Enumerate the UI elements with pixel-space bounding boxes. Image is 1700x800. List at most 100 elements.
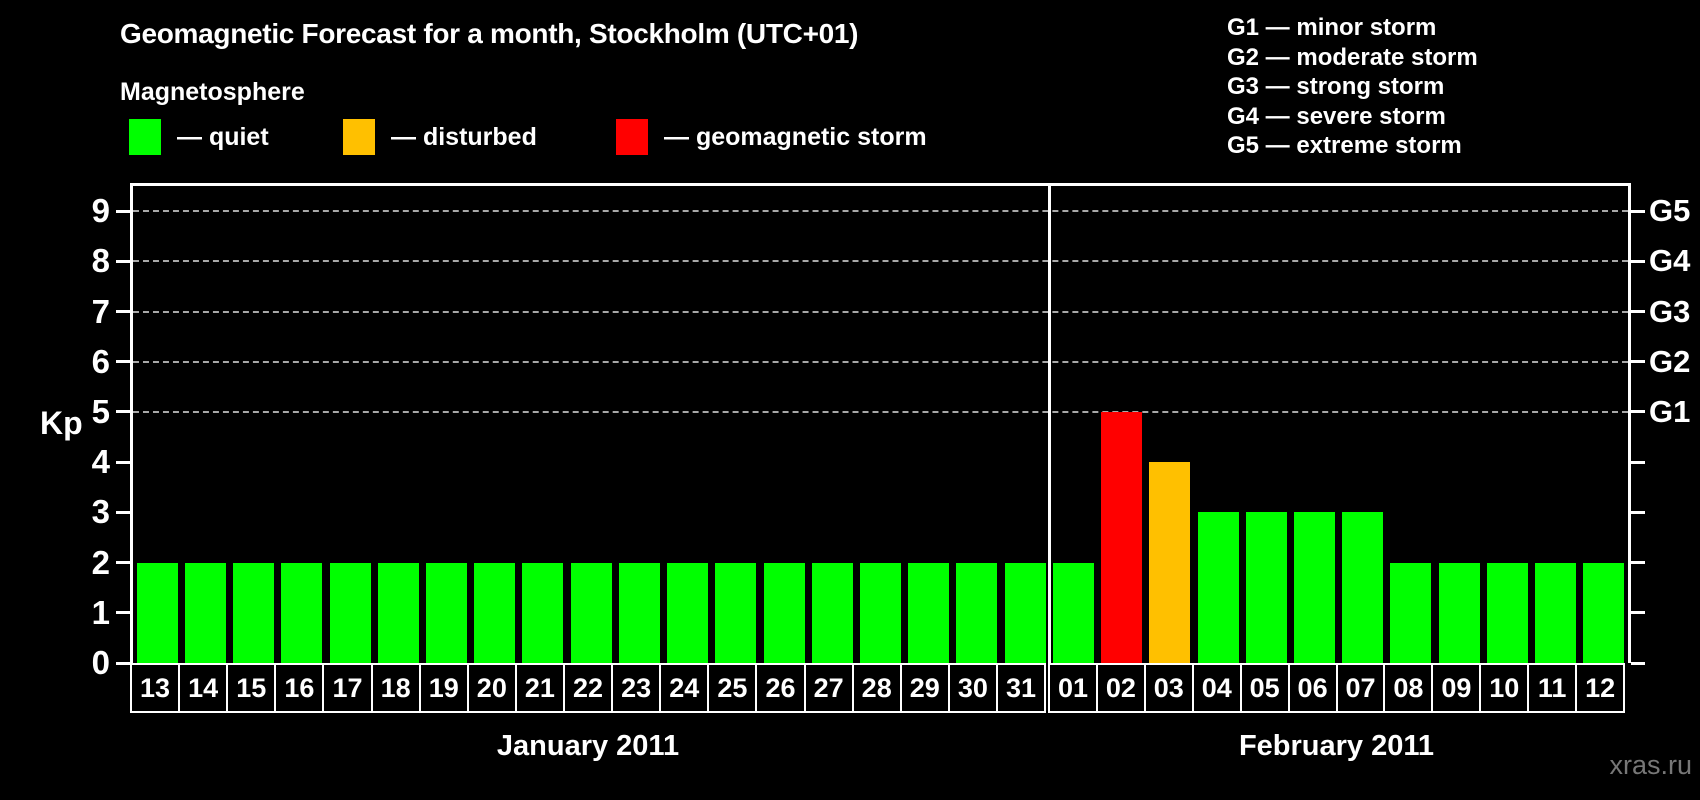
quiet-color-swatch (129, 119, 161, 155)
kp-bar (1583, 562, 1625, 663)
right-axis-tick (1631, 209, 1645, 213)
y-axis-tick (116, 510, 130, 514)
day-label-cell: 07 (1335, 663, 1386, 713)
kp-bar (329, 562, 371, 663)
day-label-cell: 08 (1383, 663, 1434, 713)
day-label-cell: 17 (322, 663, 373, 713)
kp-bar (811, 562, 853, 663)
day-label-cell: 03 (1143, 663, 1194, 713)
grid-line (133, 360, 1628, 363)
day-label-cell: 24 (659, 663, 710, 713)
kp-bar (1390, 562, 1432, 663)
y-tick-label: 5 (91, 392, 110, 430)
y-axis-tick (116, 460, 130, 464)
g-axis-label: G1 (1649, 393, 1691, 429)
day-label-cell: 25 (707, 663, 758, 713)
kp-bar (136, 562, 178, 663)
day-label-cell: 29 (899, 663, 950, 713)
kp-bar (233, 562, 275, 663)
storm-color-swatch (616, 119, 648, 155)
kp-bar (763, 562, 805, 663)
kp-bar (1486, 562, 1528, 663)
kp-bar (1294, 512, 1336, 663)
day-label-cell: 06 (1287, 663, 1338, 713)
month-label-january: January 2011 (496, 730, 680, 762)
grid-line (133, 310, 1628, 313)
y-axis-tick (116, 611, 130, 615)
g5-legend-line: G5 — extreme storm (1227, 132, 1462, 159)
kp-bar (281, 562, 323, 663)
g-scale-legend: G1 — minor storm G2 — moderate storm G3 … (1227, 13, 1478, 161)
y-tick-label: 3 (91, 493, 110, 531)
g4-legend-line: G4 — severe storm (1227, 102, 1446, 130)
right-axis-tick (1631, 310, 1645, 314)
kp-bar (184, 562, 226, 663)
kp-bar (377, 562, 419, 663)
kp-bar (1197, 512, 1239, 663)
y-axis-title: Kp (40, 405, 83, 441)
right-axis-tick (1631, 460, 1645, 464)
day-label-cell: 19 (418, 663, 469, 713)
legend-item-disturbed: — disturbed (343, 117, 537, 157)
right-axis-tick (1631, 259, 1645, 263)
kp-bar (860, 562, 901, 663)
y-axis-tick (116, 259, 130, 263)
watermark: xras.ru (1609, 750, 1692, 780)
y-tick-label: 6 (91, 342, 110, 380)
day-label-cell: 31 (995, 663, 1047, 713)
day-label-cell: 16 (274, 663, 325, 713)
day-label-cell: 18 (370, 663, 421, 713)
day-label-cell: 10 (1479, 663, 1530, 713)
y-axis-tick (116, 410, 130, 414)
g-axis-label: G4 (1649, 243, 1691, 279)
kp-bar (715, 562, 757, 663)
month-label-february: February 2011 (1238, 730, 1435, 762)
day-label-cell: 13 (130, 663, 181, 713)
day-label-cell: 30 (947, 663, 998, 713)
chart-title: Geomagnetic Forecast for a month, Stockh… (120, 18, 859, 49)
magnetosphere-legend-heading: Magnetosphere (120, 78, 305, 106)
day-label-cell: 04 (1191, 663, 1242, 713)
day-label-cell: 01 (1048, 663, 1098, 713)
kp-bar (1004, 562, 1046, 663)
g-axis-label: G2 (1649, 343, 1691, 379)
kp-bar (908, 562, 950, 663)
g1-legend-line: G1 — minor storm (1227, 14, 1437, 41)
kp-bar (667, 562, 709, 663)
y-axis-tick (116, 661, 130, 665)
legend-item-label: — quiet (177, 122, 269, 151)
kp-bar (522, 562, 564, 663)
g3-legend-line: G3 — strong storm (1227, 73, 1445, 100)
legend-item-label: — geomagnetic storm (664, 122, 927, 151)
grid-line (133, 210, 1628, 213)
day-label-row-january: 13 14 15 16 17 18 19 20 21 22 23 24 25 26 27 28 29 30 31 (130, 663, 1047, 713)
kp-bar (570, 562, 612, 663)
y-axis-tick (116, 360, 130, 364)
y-axis-tick (116, 310, 130, 314)
g-axis-label: G5 (1649, 193, 1691, 229)
day-label-row-february: 01 02 03 04 05 06 07 08 09 10 11 12 (1048, 663, 1626, 713)
kp-bar (1438, 562, 1480, 663)
day-label-cell: 23 (611, 663, 662, 713)
y-tick-label: 0 (91, 644, 110, 681)
y-tick-label: 1 (91, 593, 110, 631)
day-label-cell: 22 (562, 663, 614, 713)
grid-line (133, 260, 1628, 263)
grid-line (133, 410, 1628, 413)
day-label-cell: 27 (803, 663, 854, 713)
kp-bar (956, 562, 998, 663)
right-axis-tick (1631, 410, 1645, 414)
day-label-cell: 20 (466, 663, 517, 713)
day-label-cell: 26 (755, 663, 806, 713)
right-axis-tick (1631, 561, 1645, 565)
kp-bar (618, 562, 660, 663)
kp-bar (1101, 411, 1143, 663)
kp-bar (1245, 512, 1287, 663)
y-tick-label: 7 (91, 292, 110, 330)
y-tick-label: 2 (91, 543, 110, 581)
y-tick-label: 8 (91, 242, 110, 280)
kp-bar (1342, 512, 1384, 663)
kp-bar (474, 562, 516, 663)
day-label-cell: 09 (1431, 663, 1482, 713)
y-tick-label: 9 (91, 192, 110, 230)
